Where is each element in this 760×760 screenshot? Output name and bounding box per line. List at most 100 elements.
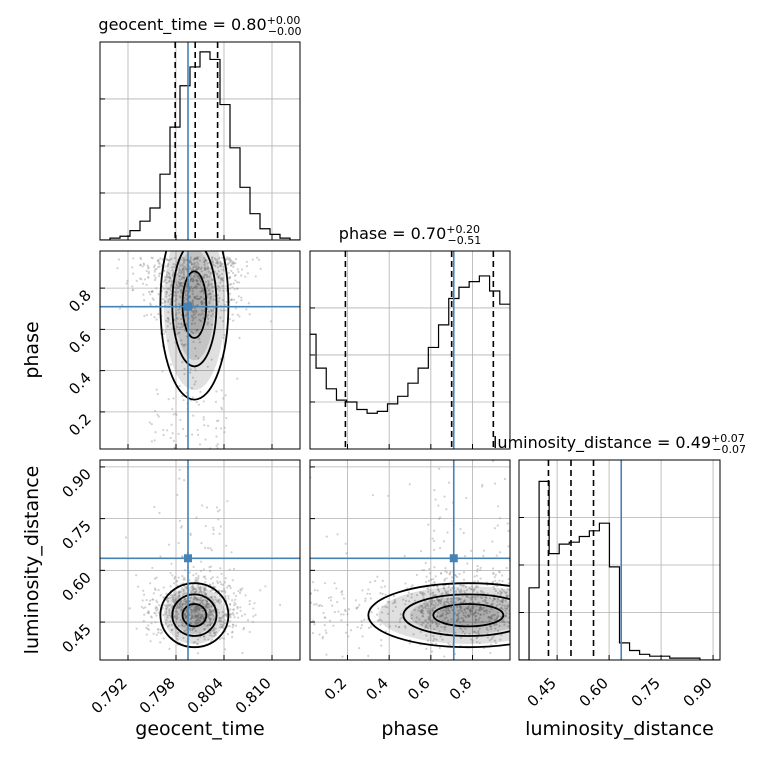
sample-point [216, 600, 220, 603]
sample-point [182, 273, 186, 277]
sample-point [460, 610, 463, 613]
sample-point [430, 598, 434, 601]
sample-point [173, 290, 176, 293]
sample-point [488, 596, 492, 600]
sample-point [202, 591, 206, 594]
sample-point [191, 587, 194, 591]
sample-point [436, 615, 439, 618]
sample-point [176, 333, 179, 336]
sample-point [211, 261, 215, 264]
sample-point [506, 522, 509, 525]
sample-point [180, 525, 183, 528]
sample-point [170, 284, 173, 287]
sample-point [168, 273, 171, 276]
sample-point [219, 264, 222, 267]
density-fill-0 [436, 605, 500, 626]
sample-point [321, 637, 324, 640]
sample-point [472, 605, 475, 609]
sample-point [203, 546, 207, 549]
sample-point [157, 611, 161, 614]
sample-point [215, 631, 218, 634]
x-ticklabel-geocent_time: 0.792 [88, 674, 131, 717]
sample-point [196, 607, 199, 610]
sample-point [491, 636, 494, 639]
sample-point [206, 603, 209, 606]
sample-point [193, 322, 196, 325]
sample-point [234, 273, 237, 277]
sample-point [156, 259, 160, 262]
sample-point [489, 625, 492, 628]
sample-point [242, 628, 245, 631]
sample-point [450, 599, 453, 603]
sample-point [191, 433, 194, 436]
sample-point [166, 317, 170, 320]
sample-point [189, 617, 193, 621]
sample-point [198, 278, 202, 281]
sample-point [470, 638, 473, 641]
sample-point [513, 600, 515, 602]
sample-point [427, 615, 430, 618]
sample-point [184, 293, 187, 297]
sample-point [456, 614, 459, 617]
sample-point [232, 319, 235, 322]
sample-point [232, 608, 235, 611]
sample-point [480, 608, 483, 611]
sample-point [482, 599, 485, 603]
sample-point [219, 525, 222, 528]
sample-point [159, 632, 162, 635]
x-ticklabel-luminosity_distance: 0.90 [680, 674, 716, 710]
sample-point [194, 257, 197, 260]
sample-point [208, 302, 211, 305]
sample-point [199, 390, 202, 393]
truth-marker [184, 554, 192, 563]
sample-point [413, 608, 416, 611]
sample-point [494, 589, 497, 593]
sample-point [505, 594, 508, 597]
sample-point [398, 620, 402, 624]
sample-point [494, 597, 497, 600]
sample-point [178, 275, 181, 278]
sample-point [436, 624, 440, 628]
sample-point [203, 588, 206, 591]
sample-point [341, 655, 344, 658]
sample-point [220, 406, 223, 409]
sample-point [380, 619, 383, 622]
sample-point [248, 603, 251, 606]
sample-point [404, 626, 407, 629]
sample-point [228, 584, 232, 588]
sample-point [198, 283, 201, 287]
sample-point [513, 612, 515, 614]
sample-point [458, 589, 461, 593]
sample-point [220, 408, 224, 411]
sample-point [182, 399, 185, 402]
sample-point [427, 608, 431, 611]
sample-point [492, 585, 495, 589]
sample-point [494, 573, 497, 576]
sample-point [188, 599, 192, 603]
sample-point [340, 613, 343, 616]
sample-point [210, 621, 214, 624]
sample-point [456, 619, 460, 622]
sample-point [177, 625, 180, 628]
sample-point [196, 615, 199, 619]
sample-point [221, 268, 224, 271]
sample-point [177, 576, 180, 579]
sample-point [218, 616, 222, 620]
sample-point [200, 592, 203, 595]
sample-point [194, 266, 198, 269]
sample-point [200, 303, 204, 306]
sample-point [188, 607, 191, 610]
sample-point [445, 571, 449, 574]
sample-point [178, 286, 181, 289]
sample-point [210, 258, 214, 261]
sample-point [216, 443, 219, 446]
sample-point [196, 428, 199, 432]
sample-point [206, 284, 210, 287]
sample-point [474, 618, 477, 621]
sample-point [218, 601, 221, 605]
sample-point [166, 275, 170, 279]
sample-point [391, 609, 395, 613]
sample-point [204, 577, 207, 580]
sample-point [177, 597, 180, 600]
sample-point [479, 568, 482, 572]
